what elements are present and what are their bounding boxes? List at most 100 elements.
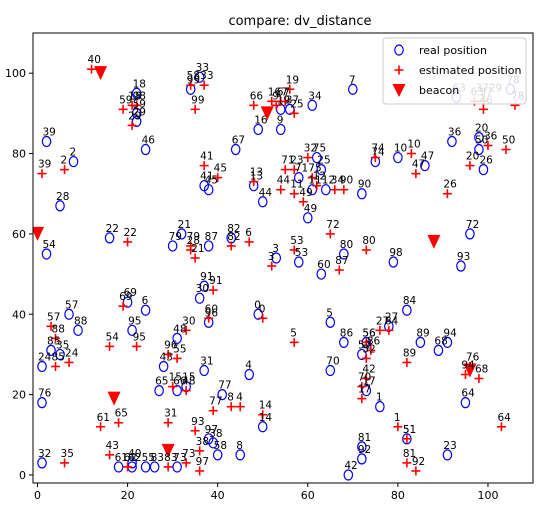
point-label: 51 <box>403 424 416 436</box>
point-label: 84 <box>403 295 417 307</box>
real-position-point <box>131 87 142 99</box>
real-position-point <box>460 397 471 409</box>
point-label: 28 <box>187 235 200 247</box>
estimated-position-point <box>289 337 299 347</box>
real-position-point <box>176 228 187 240</box>
point-label: 34 <box>331 175 345 187</box>
real-position-point <box>307 99 318 111</box>
point-label: 89 <box>403 347 416 359</box>
legend-label: beacon <box>419 84 459 97</box>
real-position-point <box>456 260 466 272</box>
real-position-point <box>375 401 385 413</box>
estimated-position-point <box>478 104 488 114</box>
estimated-position-point <box>361 245 371 255</box>
point-label: 52 <box>358 339 371 351</box>
point-label: 33 <box>196 62 209 74</box>
point-label: 23 <box>443 440 456 452</box>
point-label: 37 <box>286 94 299 106</box>
real-position-point <box>388 256 399 268</box>
point-label: 45 <box>214 163 227 175</box>
estimated-position-point <box>393 422 403 432</box>
real-position-point <box>293 172 304 184</box>
point-label: 49 <box>304 203 317 215</box>
estimated-position-point <box>370 153 380 163</box>
legend-beacon-marker <box>392 84 406 97</box>
point-label: 43 <box>160 351 173 363</box>
point-label: 14 <box>259 400 273 412</box>
legend-estimated-marker <box>394 65 404 75</box>
point-label: 66 <box>173 376 187 388</box>
estimated-position-point <box>258 313 268 323</box>
point-label: 85 <box>52 351 65 363</box>
point-label: 84 <box>385 315 399 327</box>
point-label: 44 <box>259 187 273 199</box>
real-position-point <box>357 453 367 465</box>
y-tick-label: 80 <box>12 148 26 161</box>
point-label: 98 <box>133 90 146 102</box>
chart-title: compare: dv_distance <box>228 14 371 29</box>
point-label: 59 <box>119 94 132 106</box>
real-position-point <box>46 344 56 357</box>
estimated-position-point <box>285 84 295 94</box>
estimated-position-point <box>172 353 182 363</box>
estimated-position-point <box>483 141 493 150</box>
real-position-point <box>127 324 137 336</box>
point-label: 30 <box>182 315 195 327</box>
point-label: 74 <box>371 143 385 155</box>
point-label: 58 <box>187 70 200 82</box>
point-label: 11 <box>290 179 303 191</box>
real-position-point <box>415 336 426 348</box>
estimated-position-point <box>339 185 349 195</box>
point-label: 52 <box>362 343 375 355</box>
estimated-position-point <box>105 341 115 351</box>
point-label: 95 <box>133 331 146 343</box>
estimated-position-point <box>181 386 191 396</box>
real-position-point <box>478 164 489 176</box>
point-label: 70 <box>326 356 339 368</box>
estimated-position-point <box>60 458 70 468</box>
estimated-position-point <box>330 185 340 195</box>
plot-frame <box>32 32 534 484</box>
real-position-point <box>199 364 209 377</box>
point-label: 7 <box>349 74 356 86</box>
point-label: 77 <box>218 380 231 392</box>
point-label: 41 <box>200 151 213 163</box>
estimated-position-point <box>312 181 322 191</box>
point-label: 94 <box>461 360 475 372</box>
point-label: 85 <box>47 335 60 347</box>
point-label: 75 <box>308 163 321 175</box>
estimated-position-point <box>208 285 218 295</box>
point-label: 34 <box>308 90 322 102</box>
point-label: 40 <box>128 448 141 460</box>
point-label: 96 <box>205 307 219 319</box>
point-label: 61 <box>97 412 110 424</box>
point-label: 45 <box>205 175 218 187</box>
point-label: 80 <box>362 235 375 247</box>
estimated-position-point <box>168 382 178 392</box>
point-label: 19 <box>277 94 290 106</box>
point-label: 65 <box>155 376 168 388</box>
point-label: 20 <box>466 151 479 163</box>
estimated-position-point <box>249 177 259 187</box>
real-position-point <box>140 143 151 156</box>
point-label: 77 <box>209 396 222 408</box>
point-label: 74 <box>371 147 385 159</box>
point-label: 35 <box>56 339 69 351</box>
estimated-position-point <box>244 237 254 247</box>
real-position-point <box>442 336 453 348</box>
point-label: 31 <box>200 356 213 368</box>
real-position-point <box>104 232 115 244</box>
point-label: 26 <box>443 179 457 191</box>
real-position-point <box>442 449 453 461</box>
estimated-position-point <box>460 370 470 380</box>
estimated-position-point <box>361 353 371 363</box>
point-label: 27 <box>376 315 389 327</box>
point-label: 32 <box>304 143 317 155</box>
point-label: 46 <box>142 135 156 147</box>
point-label: 57 <box>65 299 78 311</box>
real-position-point <box>149 461 160 473</box>
real-position-point <box>402 304 412 316</box>
legend: real position estimated position beacon <box>382 37 527 105</box>
real-position-point <box>339 336 349 348</box>
estimated-position-point <box>213 173 223 183</box>
